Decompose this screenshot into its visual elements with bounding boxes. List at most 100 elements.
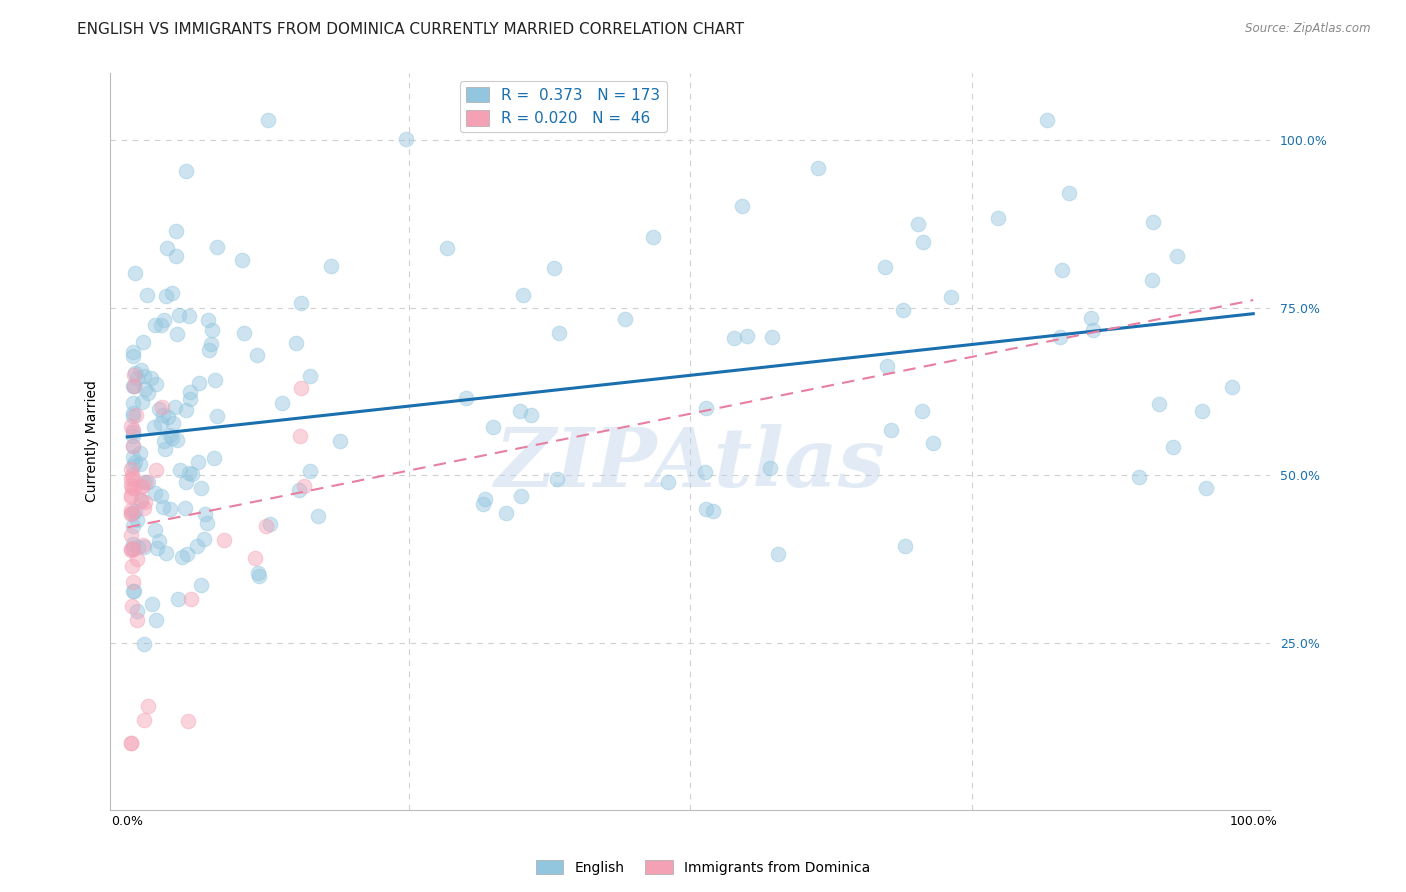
Point [1191,403,1213,417]
Point [212,533,235,548]
Point [165,250,187,264]
Point [298,464,321,478]
Point [176,548,198,562]
Point [122,344,145,359]
Point [125,513,148,527]
Legend: R =  0.373   N = 173, R = 0.020   N =  46: R = 0.373 N = 173, R = 0.020 N = 46 [460,80,666,132]
Point [292,479,315,493]
Point [152,408,174,422]
Point [509,404,531,418]
Point [723,331,745,345]
Point [695,401,717,415]
Point [657,475,679,490]
Point [155,546,177,560]
Point [695,501,717,516]
Point [1147,397,1170,411]
Point [127,614,149,628]
Point [156,241,179,255]
Point [120,506,142,520]
Point [129,363,152,377]
Point [155,289,177,303]
Point [145,541,167,555]
Point [120,507,142,521]
Point [134,713,156,727]
Point [166,327,188,342]
Point [186,540,208,554]
Point [290,295,312,310]
Point [290,381,312,395]
Point [131,395,153,409]
Point [194,507,217,521]
Text: Source: ZipAtlas.com: Source: ZipAtlas.com [1246,22,1371,36]
Point [891,302,914,317]
Point [148,401,170,416]
Point [321,259,343,273]
Point [190,481,212,495]
Point [124,266,146,280]
Point [145,613,167,627]
Point [520,408,543,422]
Point [121,558,143,573]
Point [200,337,222,351]
Point [254,519,277,533]
Point [1081,323,1104,337]
Point [247,569,270,583]
Point [174,475,197,489]
Point [202,451,225,466]
Point [193,532,215,546]
Point [259,516,281,531]
Point [120,541,142,556]
Point [179,392,201,406]
Point [122,379,145,393]
Point [167,308,190,322]
Point [246,566,269,580]
Point [134,382,156,396]
Point [166,433,188,447]
Point [910,403,932,417]
Point [761,330,783,344]
Point [1166,249,1188,263]
Point [510,489,533,503]
Point [134,369,156,384]
Point [129,492,152,507]
Point [1142,215,1164,229]
Point [125,371,148,385]
Y-axis label: Currently Married: Currently Married [86,381,100,502]
Point [807,161,830,175]
Point [122,423,145,437]
Point [129,494,152,508]
Point [735,328,758,343]
Point [121,599,143,614]
Point [120,503,142,517]
Point [121,468,143,483]
Point [1128,470,1150,484]
Point [143,420,166,434]
Point [181,467,204,481]
Point [122,471,145,485]
Point [187,376,209,391]
Point [120,736,142,750]
Point [122,439,145,453]
Point [873,260,896,275]
Point [308,508,330,523]
Point [122,541,145,555]
Point [122,519,145,533]
Point [141,597,163,611]
Point [180,592,202,607]
Point [149,489,172,503]
Point [204,373,226,387]
Point [120,490,142,504]
Point [120,488,142,502]
Point [288,429,311,443]
Point [143,318,166,333]
Point [124,366,146,380]
Text: ENGLISH VS IMMIGRANTS FROM DOMINICA CURRENTLY MARRIED CORRELATION CHART: ENGLISH VS IMMIGRANTS FROM DOMINICA CURR… [77,22,744,37]
Point [893,539,915,553]
Point [120,462,142,476]
Point [197,312,219,326]
Point [122,396,145,410]
Point [169,463,191,477]
Point [231,252,253,267]
Point [124,455,146,469]
Point [143,523,166,537]
